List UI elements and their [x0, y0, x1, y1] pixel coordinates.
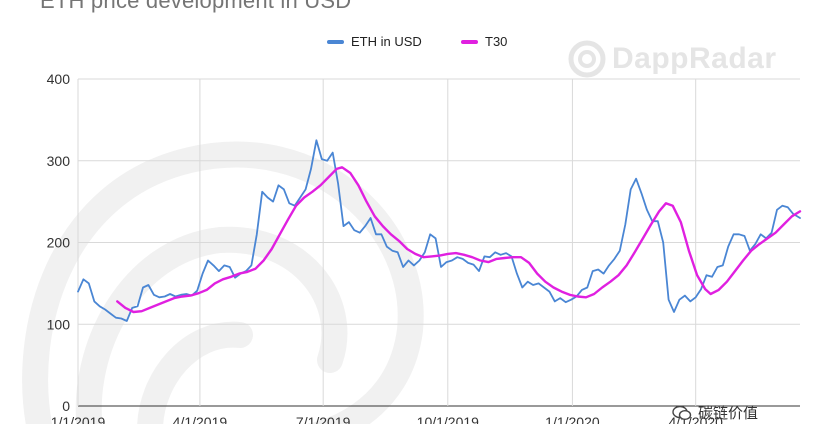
- x-tick-label: 7/1/2019: [296, 414, 351, 424]
- wechat-icon: [672, 405, 692, 420]
- dappradar-logo-icon: [568, 40, 606, 78]
- series-line-eth: [77, 139, 801, 322]
- x-axis-tick-labels: 1/1/2019 4/1/2019 7/1/2019 10/1/2019 1/1/202…: [51, 414, 723, 424]
- x-tick-label: 4/1/2020: [668, 414, 723, 424]
- corner-badge-text: 碳链价值: [698, 405, 759, 422]
- y-tick-label: 200: [47, 235, 71, 251]
- watermark-brand: DappRadar: [612, 42, 777, 75]
- x-tick-label: 1/1/2019: [51, 414, 106, 424]
- y-tick-label: 100: [47, 316, 71, 332]
- y-tick-label: 300: [47, 153, 71, 169]
- x-tick-label: 1/1/2020: [545, 414, 600, 424]
- legend-label-eth: ETH in USD: [351, 34, 422, 49]
- watermark-swirl-graphic: [22, 141, 424, 424]
- chart-title: ETH price development in USD: [40, 0, 352, 13]
- legend-label-t30: T30: [485, 34, 508, 49]
- legend-swatch-t30: [461, 39, 478, 44]
- y-tick-label: 0: [62, 398, 70, 414]
- series-line-t30: [116, 166, 802, 314]
- y-tick-label: 400: [47, 71, 71, 87]
- legend-item-t30: T30: [461, 34, 507, 49]
- legend-swatch-eth: [327, 39, 344, 44]
- gridlines: [77, 78, 800, 407]
- y-axis-tick-labels: 0 100 200 300 400: [47, 71, 71, 414]
- chart-legend: ETH in USD T30: [0, 34, 830, 54]
- legend-item-eth: ETH in USD: [327, 34, 422, 49]
- series-lines: [77, 139, 802, 322]
- x-tick-label: 4/1/2019: [173, 414, 228, 424]
- corner-badge: 碳链价值: [672, 402, 758, 423]
- x-tick-label: 10/1/2019: [417, 414, 479, 424]
